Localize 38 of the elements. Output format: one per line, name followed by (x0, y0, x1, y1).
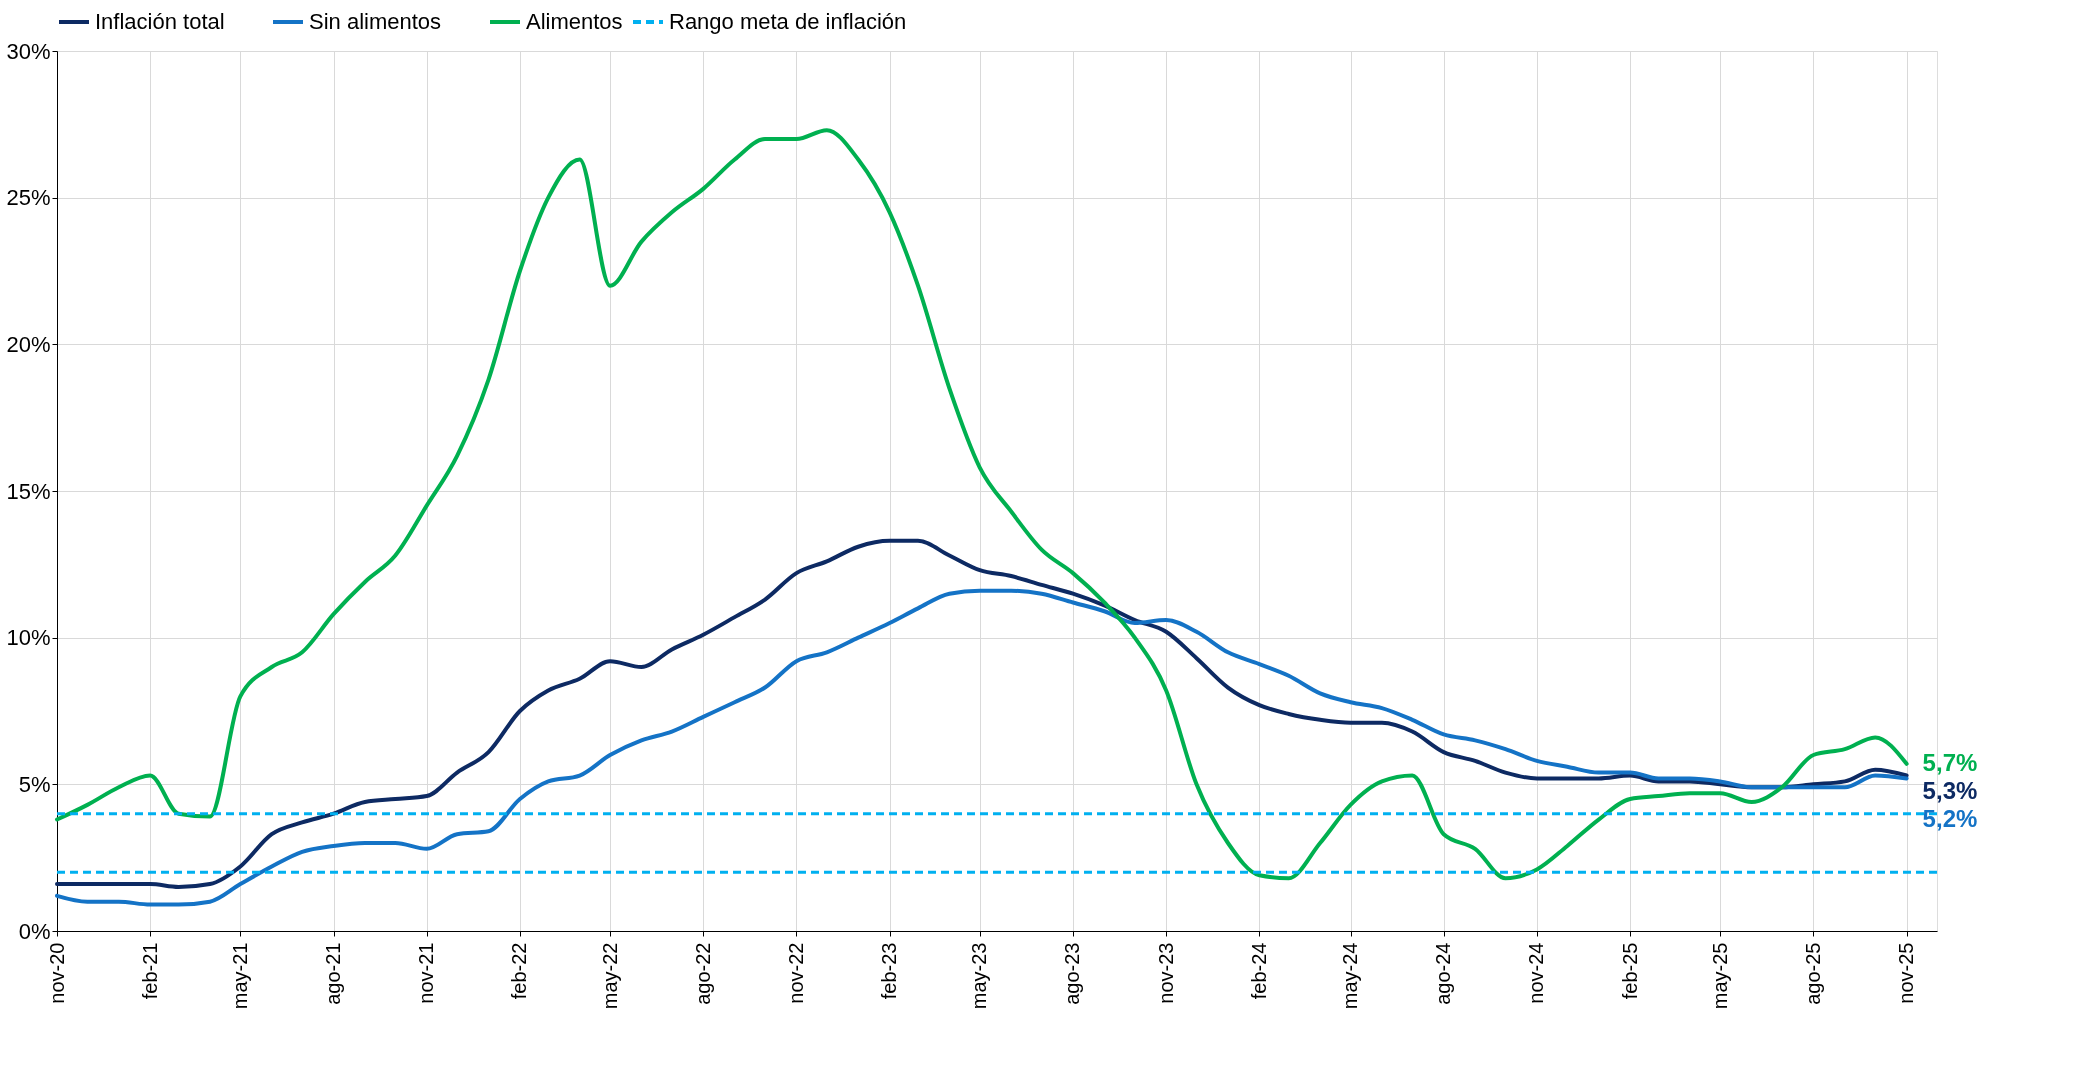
legend-label: Sin alimentos (309, 9, 442, 34)
legend-label: Inflación total (95, 9, 225, 34)
y-tick-label: 0% (18, 918, 51, 944)
x-tick-label: nov-24 (1525, 942, 1548, 1004)
x-tick-label: may-22 (598, 942, 621, 1010)
x-tick-label: ago-22 (691, 942, 714, 1005)
x-tick-label: feb-22 (508, 942, 531, 1000)
x-tick-label: feb-25 (1618, 942, 1641, 1000)
x-tick-label: may-24 (1339, 942, 1362, 1010)
x-tick-label: nov-23 (1154, 942, 1177, 1004)
y-tick-label: 20% (6, 331, 51, 357)
x-tick-label: feb-23 (878, 942, 901, 1000)
x-tick-label: nov-25 (1895, 942, 1918, 1004)
data-label: 5,2% (1922, 804, 1978, 832)
y-tick-label: 5% (18, 771, 51, 797)
x-tick-label: nov-22 (784, 942, 807, 1004)
x-tick-label: nov-21 (415, 942, 438, 1004)
x-tick-label: ago-21 (322, 942, 345, 1005)
x-tick-label: ago-24 (1432, 942, 1455, 1005)
x-tick-label: nov-20 (45, 942, 68, 1004)
data-label: 5,3% (1922, 776, 1978, 804)
line-series (55, 588, 1909, 907)
y-tick-label: 10% (6, 625, 51, 651)
x-tick-label: may-25 (1708, 942, 1731, 1010)
x-tick-label: ago-23 (1061, 942, 1084, 1005)
legend-label: Alimentos (526, 9, 623, 34)
y-tick-label: 30% (6, 38, 51, 64)
data-label: 5,7% (1922, 748, 1978, 776)
line-series (55, 128, 1909, 881)
legend-label: Rango meta de inflación (669, 9, 907, 34)
x-tick-label: feb-24 (1247, 942, 1270, 1000)
line-series (55, 538, 1909, 889)
x-tick-label: may-21 (228, 942, 251, 1010)
x-tick-label: may-23 (968, 942, 991, 1010)
x-tick-label: feb-21 (138, 942, 161, 1000)
x-tick-label: ago-25 (1801, 942, 1824, 1005)
y-tick-label: 15% (6, 478, 51, 504)
y-tick-label: 25% (6, 185, 51, 211)
